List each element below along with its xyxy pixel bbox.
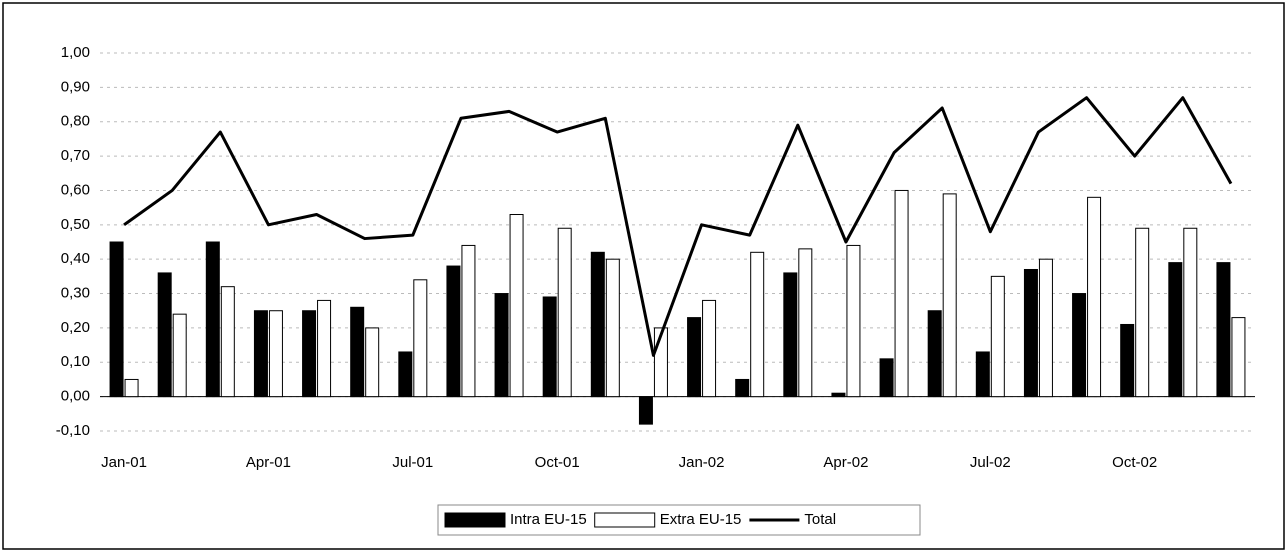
- x-tick-label: Jul-02: [970, 454, 1011, 471]
- bar: [1135, 227, 1150, 398]
- y-tick-label: 0,60: [61, 181, 90, 198]
- bar: [557, 227, 572, 398]
- x-tick-label: Jan-01: [101, 454, 147, 471]
- bar: [1023, 268, 1038, 398]
- bar: [831, 392, 846, 398]
- bar: [735, 378, 750, 398]
- bar: [1183, 227, 1198, 398]
- legend-swatch: [594, 512, 656, 528]
- bar: [638, 396, 653, 425]
- bar: [124, 378, 139, 398]
- bar: [687, 317, 702, 398]
- bar: [1120, 323, 1135, 398]
- bar: [846, 244, 861, 398]
- bar: [461, 244, 476, 398]
- bar: [350, 306, 365, 398]
- y-tick-label: 0,90: [61, 78, 90, 95]
- bar: [446, 265, 461, 398]
- line: [123, 96, 1233, 357]
- bar: [783, 272, 798, 398]
- bar: [253, 310, 268, 398]
- bar: [172, 313, 187, 398]
- y-tick-label: 1,00: [61, 44, 90, 61]
- bar: [590, 251, 605, 398]
- bar: [879, 358, 894, 398]
- bar: [494, 293, 509, 398]
- legend-label: Extra EU-15: [660, 511, 742, 528]
- bar: [1038, 258, 1053, 398]
- y-tick-label: 0,50: [61, 216, 90, 233]
- legend-box: [437, 504, 921, 536]
- bar: [157, 272, 172, 398]
- x-tick-label: Oct-01: [535, 454, 580, 471]
- bar: [927, 310, 942, 398]
- bar: [990, 275, 1005, 398]
- x-tick-label: Apr-01: [246, 454, 291, 471]
- bar: [268, 310, 283, 398]
- bar: [975, 351, 990, 398]
- bar: [798, 248, 813, 398]
- bar: [220, 286, 235, 398]
- bar: [398, 351, 413, 398]
- y-tick-label: 0,80: [61, 113, 90, 130]
- bar: [365, 327, 380, 398]
- y-tick-label: 0,40: [61, 250, 90, 267]
- bar: [702, 299, 717, 398]
- bar: [750, 251, 765, 398]
- y-tick-label: 0,10: [61, 353, 90, 370]
- y-tick-label: 0,20: [61, 319, 90, 336]
- legend-label: Intra EU-15: [510, 511, 587, 528]
- bar: [542, 296, 557, 398]
- bar: [1231, 317, 1246, 398]
- bar: [317, 299, 332, 398]
- y-tick-label: 0,30: [61, 285, 90, 302]
- bar: [1216, 262, 1231, 398]
- y-tick-label: 0,70: [61, 147, 90, 164]
- bar: [1072, 293, 1087, 398]
- bar: [605, 258, 620, 398]
- legend-label: Total: [804, 511, 836, 528]
- x-tick-label: Jan-02: [679, 454, 725, 471]
- bar: [109, 241, 124, 398]
- bar: [942, 193, 957, 398]
- bar: [1168, 262, 1183, 398]
- bar: [509, 214, 524, 398]
- bar: [205, 241, 220, 398]
- legend-swatch: [444, 512, 506, 528]
- bar: [1087, 196, 1102, 398]
- bar: [894, 189, 909, 398]
- y-tick-label: 0,00: [61, 388, 90, 405]
- y-tick-label: -0,10: [56, 422, 90, 439]
- bar: [302, 310, 317, 398]
- bar: [413, 279, 428, 398]
- x-tick-label: Jul-01: [392, 454, 433, 471]
- x-tick-label: Oct-02: [1112, 454, 1157, 471]
- x-tick-label: Apr-02: [823, 454, 868, 471]
